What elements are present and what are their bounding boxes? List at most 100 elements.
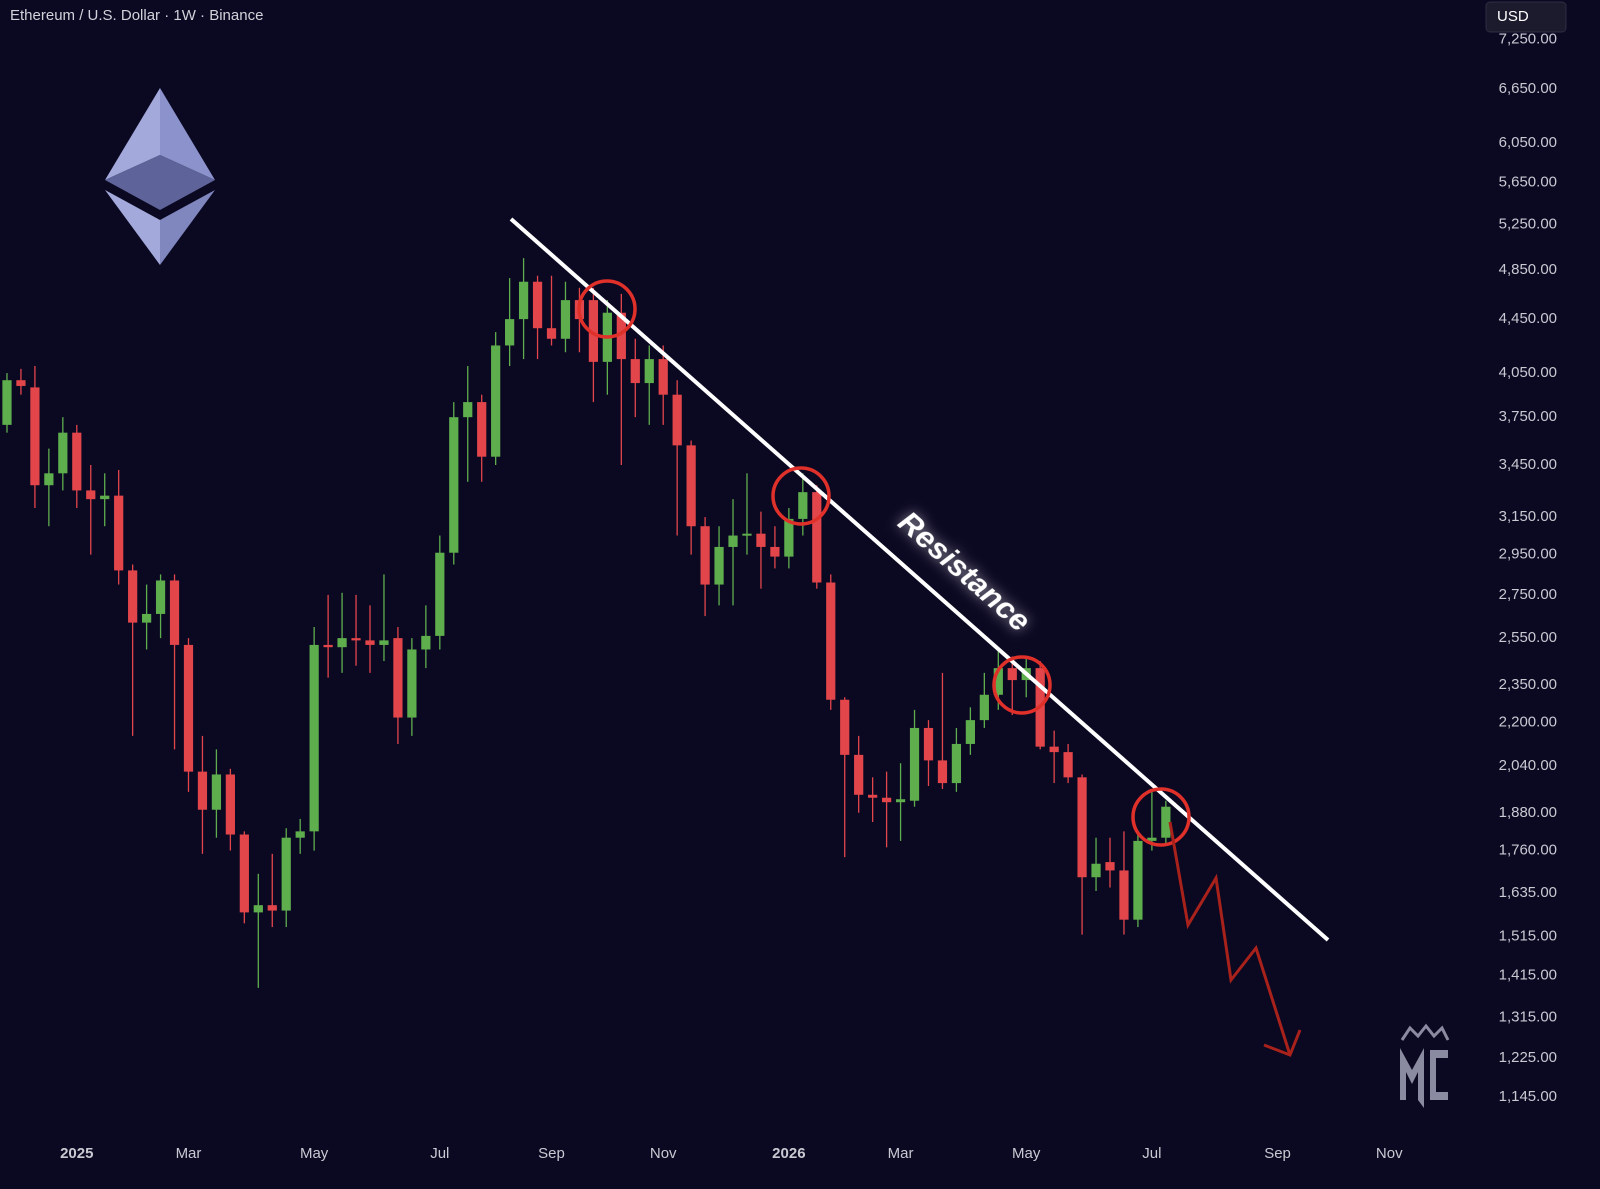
candle-body xyxy=(700,526,710,585)
candle-body xyxy=(365,640,375,645)
candle-body xyxy=(491,345,501,457)
y-tick-label: 4,850.00 xyxy=(1499,261,1557,278)
candle-body xyxy=(183,644,194,772)
candle-body xyxy=(923,727,934,761)
candle-body xyxy=(1007,668,1017,681)
y-tick-label: 3,450.00 xyxy=(1499,456,1557,473)
x-tick-label: Mar xyxy=(176,1145,202,1162)
candle-body xyxy=(1077,777,1087,878)
y-tick-label: 3,750.00 xyxy=(1499,408,1557,425)
candle-body xyxy=(58,432,68,474)
candle-body xyxy=(1119,870,1129,920)
candle-body xyxy=(309,644,319,832)
candle-body xyxy=(169,580,180,645)
candle-body xyxy=(881,797,892,803)
candle-body xyxy=(784,518,794,557)
candle-body xyxy=(155,580,166,614)
logo-crown xyxy=(1400,1023,1450,1041)
candle-body xyxy=(714,546,724,585)
candle-body xyxy=(16,380,26,386)
mc-logo xyxy=(1400,1023,1450,1108)
candle-body xyxy=(826,582,836,700)
candle-body xyxy=(267,905,277,911)
chart-title: Ethereum / U.S. Dollar · 1W · Binance xyxy=(10,7,263,24)
y-tick-label: 2,350.00 xyxy=(1499,676,1557,693)
candle-body xyxy=(323,644,333,648)
x-tick-label: 2025 xyxy=(60,1145,93,1162)
candle-body xyxy=(114,495,124,571)
axes: 7,250.00 6,650.00 6,050.00 5,650.00 5,250.00… xyxy=(60,30,1557,1162)
currency-box xyxy=(1485,1,1567,33)
candle-body xyxy=(812,492,822,583)
candle-body xyxy=(253,905,263,913)
logo-part xyxy=(105,88,160,180)
x-tick-label: Nov xyxy=(1376,1145,1403,1162)
candle-body xyxy=(937,760,948,784)
candle-body xyxy=(840,699,850,755)
logo-part xyxy=(105,155,215,210)
candle-body xyxy=(854,754,864,795)
candle-body xyxy=(211,774,222,810)
candle-body xyxy=(979,694,989,721)
candle-body xyxy=(449,417,459,553)
candle-body xyxy=(421,635,431,650)
candle-body xyxy=(141,613,152,623)
candle-body xyxy=(337,638,347,648)
y-tick-label: 1,415.00 xyxy=(1499,967,1557,984)
candle-body xyxy=(351,638,361,641)
candle-body xyxy=(1091,863,1101,878)
candle-body xyxy=(86,490,96,500)
touch-circle xyxy=(577,279,637,339)
y-tick-label: 1,225.00 xyxy=(1499,1049,1557,1066)
x-tick-label: Mar xyxy=(888,1145,914,1162)
logo-part xyxy=(160,190,215,265)
candle-body xyxy=(128,570,138,623)
candle-body xyxy=(951,743,962,784)
x-tick-label: Sep xyxy=(538,1145,565,1162)
touch-circle xyxy=(992,655,1052,715)
candle-body xyxy=(1147,837,1157,841)
candle-body xyxy=(798,492,808,519)
x-tick-label: Jul xyxy=(1142,1145,1161,1162)
logo-c xyxy=(1430,1050,1448,1100)
candle-body xyxy=(505,319,515,346)
candle-body xyxy=(993,668,1003,695)
candle-body xyxy=(393,638,403,718)
candle-body xyxy=(1133,840,1143,920)
candle-body xyxy=(644,359,654,384)
candle-body xyxy=(295,831,305,838)
candle-body xyxy=(72,432,82,491)
candle-body xyxy=(909,727,920,801)
y-tick-label: 1,635.00 xyxy=(1499,884,1557,901)
candle-body xyxy=(868,794,878,798)
candle-body xyxy=(770,546,780,557)
candle-body xyxy=(435,552,445,636)
candle-body xyxy=(672,394,682,446)
y-tick-label: 2,200.00 xyxy=(1499,714,1557,731)
logo-part xyxy=(105,190,160,265)
candle-body xyxy=(965,720,975,744)
candle-body xyxy=(895,799,906,803)
y-tick-label: 2,550.00 xyxy=(1499,629,1557,646)
candle-body xyxy=(1105,862,1115,871)
candle-body xyxy=(756,533,766,547)
x-tick-label: Sep xyxy=(1264,1145,1291,1162)
y-tick-label: 5,650.00 xyxy=(1499,173,1557,190)
touch-circles xyxy=(577,279,1191,847)
candle-body xyxy=(546,328,557,339)
candle-body xyxy=(463,402,473,418)
candle-body xyxy=(477,402,487,457)
x-tick-label: 2026 xyxy=(772,1145,805,1162)
candle-body xyxy=(239,834,249,913)
candle-body xyxy=(616,312,626,360)
x-tick-label: Jul xyxy=(430,1145,449,1162)
candle-body xyxy=(658,359,668,395)
candle-body xyxy=(728,535,738,547)
y-tick-label: 2,750.00 xyxy=(1499,586,1557,603)
candle-body xyxy=(560,300,571,339)
y-tick-label: 3,150.00 xyxy=(1499,508,1557,525)
projection-arrow xyxy=(1168,821,1292,1056)
y-tick-label: 4,050.00 xyxy=(1499,364,1557,381)
y-tick-label: 6,050.00 xyxy=(1499,134,1557,151)
candle-body xyxy=(281,837,291,911)
